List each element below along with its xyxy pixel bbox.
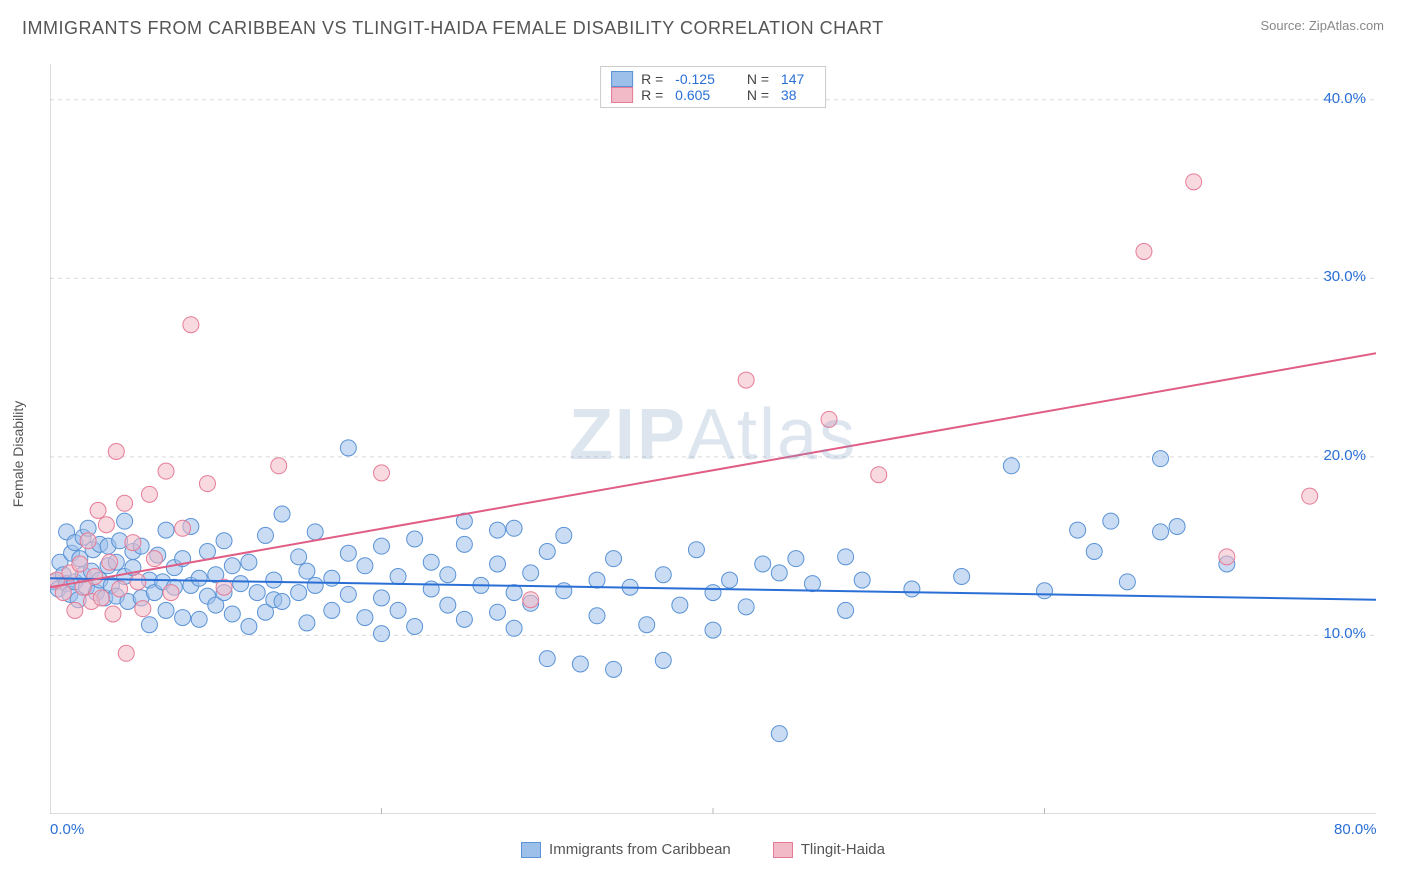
r-label: R = [641,71,667,87]
n-label: N = [735,87,773,103]
x-tick-label: 0.0% [50,821,84,838]
legend-item: Immigrants from Caribbean [521,841,731,858]
chart-root: IMMIGRANTS FROM CARIBBEAN VS TLINGIT-HAI… [0,0,1406,892]
series-legend: Immigrants from Caribbean Tlingit-Haida [0,841,1406,858]
n-value: 38 [781,87,815,103]
plot-area: ZIPAtlas R = -0.125 N = 147R = 0.605 N =… [50,64,1376,814]
legend-label: Tlingit-Haida [801,841,885,858]
legend-item: Tlingit-Haida [773,841,885,858]
y-tick-label: 10.0% [1323,625,1366,642]
n-label: N = [735,71,773,87]
y-tick-label: 40.0% [1323,90,1366,107]
scatter-plot-svg [50,64,1376,814]
title-bar: IMMIGRANTS FROM CARIBBEAN VS TLINGIT-HAI… [0,0,1406,45]
y-tick-label: 30.0% [1323,268,1366,285]
legend-row-tlingit: R = 0.605 N = 38 [611,87,815,103]
legend-swatch [773,842,793,858]
y-tick-label: 20.0% [1323,447,1366,464]
x-tick-label: 80.0% [1334,821,1377,838]
legend-swatch [521,842,541,858]
y-axis-label: Female Disability [10,401,26,508]
chart-title: IMMIGRANTS FROM CARIBBEAN VS TLINGIT-HAI… [22,18,884,39]
legend-swatch [611,71,633,87]
r-label: R = [641,87,667,103]
chart-source: Source: ZipAtlas.com [1260,18,1384,33]
n-value: 147 [781,71,815,87]
legend-swatch [611,87,633,103]
correlation-legend: R = -0.125 N = 147R = 0.605 N = 38 [600,66,826,108]
r-value: 0.605 [675,87,727,103]
legend-row-caribbean: R = -0.125 N = 147 [611,71,815,87]
r-value: -0.125 [675,71,727,87]
legend-label: Immigrants from Caribbean [549,841,731,858]
